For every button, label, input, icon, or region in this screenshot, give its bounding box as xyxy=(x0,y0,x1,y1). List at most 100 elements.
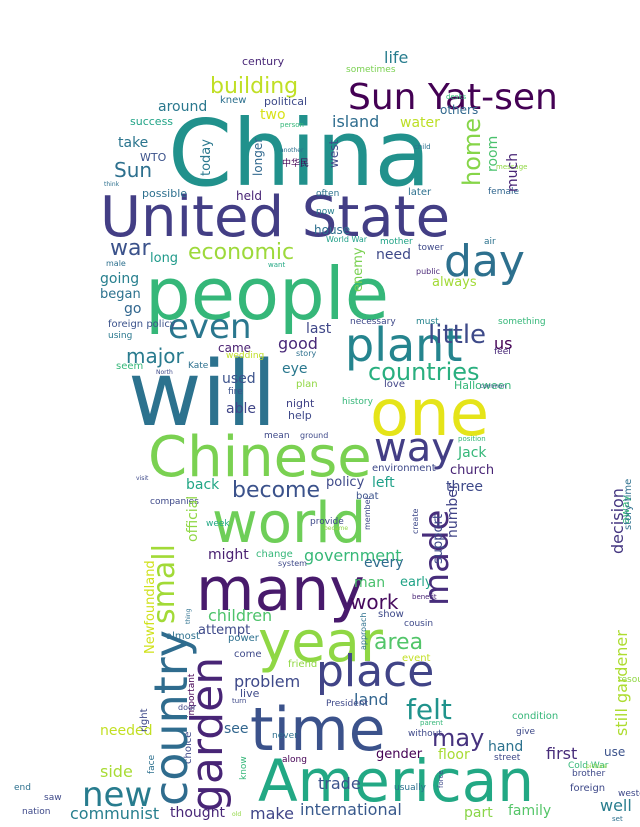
cloud-word: Sun Yat-sen xyxy=(348,77,558,118)
cloud-word: home xyxy=(458,117,486,186)
cloud-word: Chinese xyxy=(148,425,372,490)
cloud-word: Halloween xyxy=(454,379,512,392)
cloud-word: possible xyxy=(142,187,188,200)
cloud-word: picture xyxy=(586,763,607,770)
cloud-word: little xyxy=(428,320,487,350)
cloud-word: two xyxy=(260,107,286,123)
cloud-word: trade xyxy=(318,774,361,793)
cloud-word: know xyxy=(239,756,249,780)
cloud-word: floor xyxy=(438,747,470,763)
cloud-word: something xyxy=(498,317,546,327)
cloud-word: approach xyxy=(359,612,368,650)
cloud-word: one xyxy=(370,377,490,451)
cloud-word: companies xyxy=(150,497,199,507)
cloud-word: give xyxy=(516,727,536,737)
cloud-word: hand xyxy=(488,739,524,755)
cloud-word: female xyxy=(488,187,520,197)
cloud-word: part xyxy=(464,805,493,821)
cloud-word: small xyxy=(147,544,182,624)
cloud-word: water xyxy=(400,115,440,131)
cloud-word: may xyxy=(432,724,485,752)
cloud-word: street xyxy=(494,753,521,763)
cloud-word: west xyxy=(327,139,341,168)
cloud-word: able xyxy=(226,401,256,417)
cloud-word: door xyxy=(178,703,197,712)
cloud-word: nation xyxy=(22,807,51,817)
cloud-word: benefit xyxy=(412,593,437,601)
cloud-word: even xyxy=(168,307,252,347)
cloud-word: person xyxy=(280,121,304,129)
cloud-word: China xyxy=(168,100,431,207)
cloud-word: thought xyxy=(170,805,226,821)
cloud-word: many xyxy=(196,555,365,625)
cloud-word: system xyxy=(278,559,307,568)
cloud-word: week xyxy=(206,519,230,529)
cloud-word: without xyxy=(408,729,442,739)
cloud-word: major xyxy=(126,344,184,368)
cloud-word: friend xyxy=(288,659,318,670)
cloud-word: American xyxy=(258,747,535,815)
cloud-word: every xyxy=(364,555,404,571)
cloud-word: thing xyxy=(185,608,192,624)
cloud-word: needed xyxy=(100,723,153,739)
cloud-word: official xyxy=(185,495,201,542)
cloud-word: work xyxy=(350,590,399,614)
cloud-word: came xyxy=(218,341,252,355)
cloud-word: war xyxy=(110,236,151,261)
cloud-word: sometimes xyxy=(346,65,396,75)
cloud-word: others xyxy=(440,103,479,117)
cloud-word: side xyxy=(100,762,133,781)
cloud-word: time xyxy=(250,695,386,765)
cloud-word: resources xyxy=(618,675,640,685)
cloud-word: plan xyxy=(296,379,318,390)
cloud-word: communist xyxy=(70,804,160,823)
cloud-word: day xyxy=(444,236,525,287)
cloud-word: turn xyxy=(232,697,247,705)
cloud-word: condition xyxy=(512,711,559,722)
cloud-word: change xyxy=(256,549,293,560)
cloud-word: message xyxy=(496,163,528,171)
cloud-word: problem xyxy=(234,672,301,691)
cloud-word: member xyxy=(363,496,372,530)
cloud-word: live xyxy=(240,687,260,700)
cloud-word: show xyxy=(378,609,404,620)
cloud-word: western xyxy=(618,789,640,799)
cloud-word: year xyxy=(258,610,383,675)
cloud-word: feel xyxy=(494,347,511,357)
cloud-word: enemy xyxy=(351,247,366,292)
cloud-word: economic xyxy=(188,240,295,265)
cloud-word: along xyxy=(282,755,307,765)
cloud-word: international xyxy=(300,800,402,819)
cloud-word: another xyxy=(280,147,304,154)
cloud-word: man xyxy=(354,575,386,591)
cloud-word: people xyxy=(145,252,390,336)
cloud-word: now xyxy=(316,207,335,217)
cloud-word: success xyxy=(130,115,174,128)
cloud-word: fire xyxy=(228,387,243,397)
cloud-word: place xyxy=(316,646,435,697)
cloud-word: longer xyxy=(251,137,265,176)
cloud-word: good xyxy=(278,334,318,353)
cloud-word: area xyxy=(374,630,424,655)
cloud-word: brother xyxy=(572,769,606,779)
cloud-word: room xyxy=(485,135,501,172)
cloud-word: world xyxy=(212,491,367,556)
cloud-word: around xyxy=(158,99,208,115)
cloud-word: event xyxy=(402,653,431,664)
cloud-word: number xyxy=(445,483,461,538)
cloud-word: knew xyxy=(220,95,247,106)
cloud-word: often xyxy=(316,189,340,199)
cloud-word: held xyxy=(236,189,262,203)
cloud-word: land xyxy=(354,690,389,709)
cloud-word: usually xyxy=(394,783,426,793)
cloud-word: must xyxy=(416,317,439,327)
cloud-word: became xyxy=(324,525,349,532)
cloud-word: always xyxy=(432,275,477,290)
cloud-word: today xyxy=(199,139,214,176)
cloud-word: new xyxy=(82,775,153,815)
cloud-word: building xyxy=(210,74,299,99)
cloud-word: children xyxy=(208,606,273,625)
cloud-word: government xyxy=(304,546,402,565)
cloud-word: public xyxy=(416,267,441,276)
